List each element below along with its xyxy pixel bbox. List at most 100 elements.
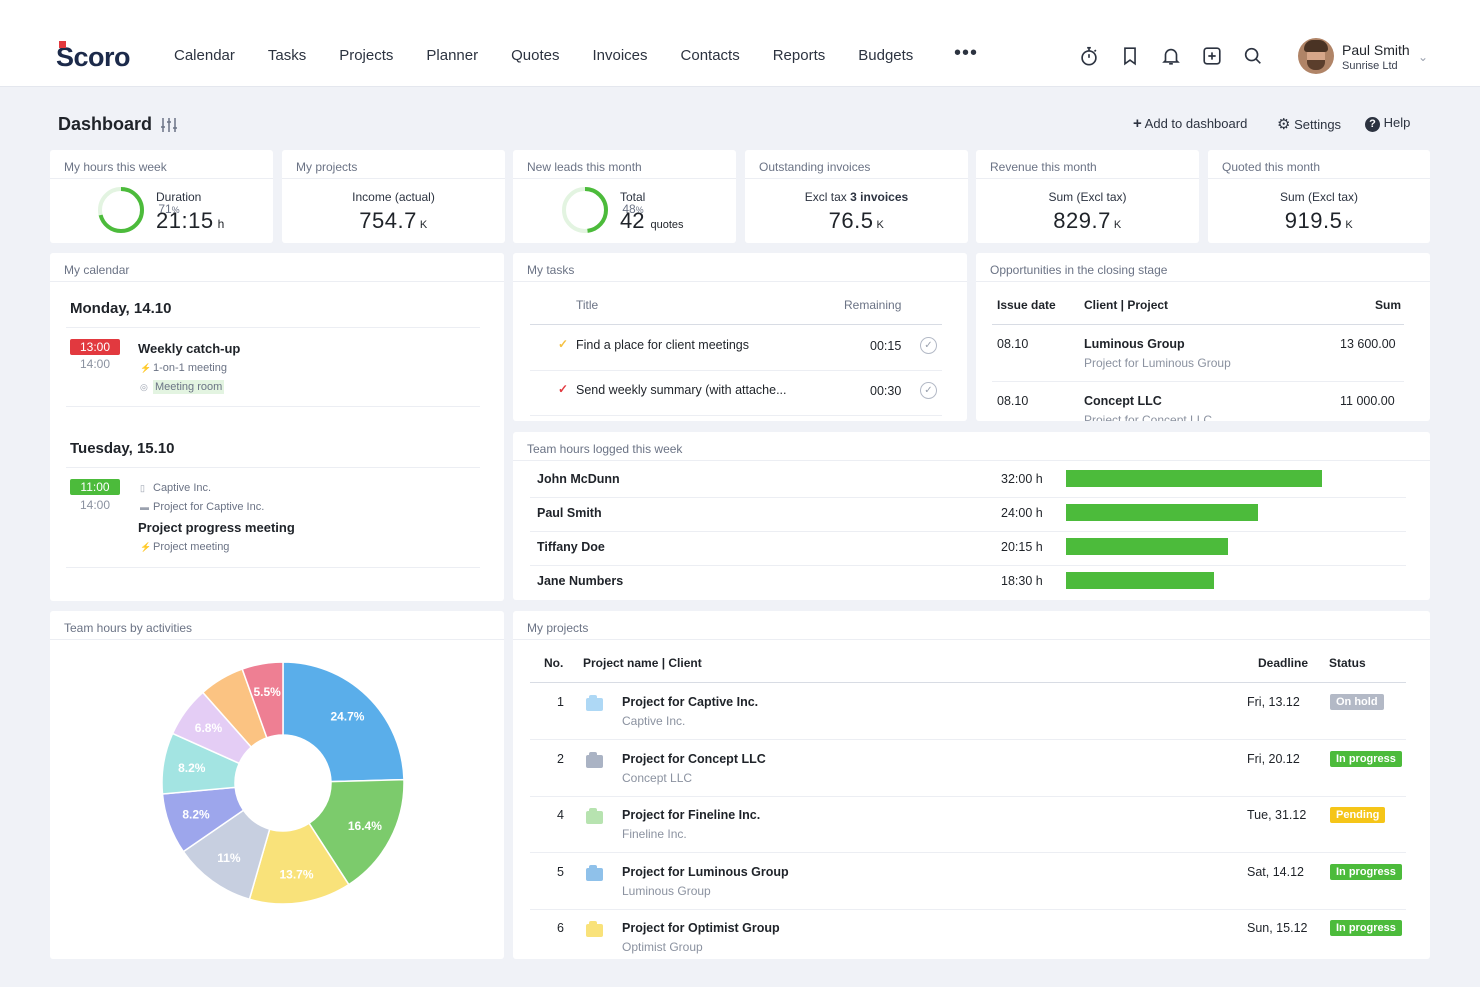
kpi-value-number: 829.7 (1053, 208, 1111, 233)
user-company: Sunrise Ltd (1342, 60, 1398, 72)
avatar[interactable] (1298, 38, 1334, 74)
card-title: My projects (296, 160, 358, 174)
kpi-label: Income (actual) (352, 190, 435, 204)
search-icon[interactable] (1242, 45, 1264, 67)
kpi-card-revenue[interactable]: Revenue this month Sum (Excl tax) 829.7 K (976, 150, 1199, 243)
project-client[interactable]: Concept LLC (622, 770, 693, 785)
column-header-title[interactable]: Title (576, 298, 599, 312)
kpi-value-number: 919.5 (1284, 208, 1343, 233)
calendar-card: My calendar Monday, 14.10 13:00 14:00 We… (50, 253, 504, 601)
donut-slice[interactable] (282, 661, 405, 783)
task-title[interactable]: Find a place for client meetings (576, 338, 750, 352)
event-project: ▬ Project for Captive Inc. (140, 501, 264, 513)
opportunity-project[interactable]: Project for Concept LLC (1084, 413, 1213, 421)
status-badge[interactable]: Pending (1330, 807, 1386, 823)
donut-slice[interactable] (241, 661, 284, 739)
status-badge[interactable]: In progress (1330, 750, 1402, 767)
kpi-value: 42 quotes (620, 208, 684, 234)
event-start-time: 13:00 (70, 339, 120, 355)
kpi-card-hours[interactable]: My hours this week 71% Duration 21:15 h (50, 150, 273, 243)
lightning-icon: ⚡ (140, 542, 152, 552)
event-title[interactable]: Project progress meeting (138, 520, 295, 535)
opportunity-sum: 11 000.00 (1340, 394, 1395, 408)
project-name[interactable]: Project for Concept LLC (622, 751, 766, 766)
kpi-card-quoted[interactable]: Quoted this month Sum (Excl tax) 919.5 K (1208, 150, 1430, 243)
column-header-client-project[interactable]: Client | Project (1084, 298, 1169, 312)
divider (992, 324, 1404, 325)
sliders-icon[interactable] (160, 116, 178, 139)
status-badge[interactable]: On hold (1330, 694, 1384, 710)
project-name[interactable]: Project for Optimist Group (622, 921, 780, 935)
column-header-no[interactable]: No. (544, 656, 564, 670)
nav-item-tasks[interactable]: Tasks (267, 47, 307, 64)
project-client[interactable]: Optimist Group (622, 940, 703, 954)
kpi-value-number: 76.5 (828, 208, 874, 233)
chevron-down-icon[interactable]: ⌄ (1418, 50, 1429, 64)
status-badge[interactable]: In progress (1330, 920, 1402, 936)
team-member-name[interactable]: John McDunn (537, 472, 620, 486)
project-client[interactable]: Fineline Inc. (622, 827, 687, 841)
nav-item-quotes[interactable]: Quotes (511, 47, 560, 64)
team-member-name[interactable]: Tiffany Doe (537, 540, 605, 554)
add-to-dashboard-label: Add to dashboard (1144, 116, 1248, 131)
scoro-logo[interactable]: Scoro (56, 41, 131, 73)
help-button[interactable]: ? Help (1365, 115, 1410, 132)
bookmark-icon[interactable] (1119, 45, 1141, 67)
column-header-deadline[interactable]: Deadline (1258, 656, 1309, 670)
divider (530, 497, 1406, 498)
column-header-project-client[interactable]: Project name | Client (583, 656, 702, 670)
team-member-name[interactable]: Jane Numbers (537, 574, 624, 588)
status-badge[interactable]: In progress (1330, 863, 1402, 880)
donut-slice[interactable] (308, 778, 405, 886)
opportunity-client[interactable]: Concept LLC (1084, 394, 1162, 408)
project-name[interactable]: Project for Fineline Inc. (622, 808, 761, 822)
hours-bar (1066, 470, 1322, 487)
nav-item-contacts[interactable]: Contacts (680, 47, 740, 64)
kpi-card-projects[interactable]: My projects Income (actual) 754.7 K (282, 150, 505, 243)
divider (992, 381, 1404, 382)
complete-task-checkbox[interactable]: ✓ (920, 337, 937, 354)
nav-item-budgets[interactable]: Budgets (858, 47, 914, 64)
opportunity-client[interactable]: Luminous Group (1084, 337, 1185, 351)
folder-icon (586, 695, 603, 711)
stopwatch-icon[interactable] (1078, 45, 1100, 67)
progress-percent-value: 48 (622, 202, 636, 216)
card-title: My hours this week (64, 160, 167, 174)
folder-icon (586, 808, 603, 824)
nav-item-invoices[interactable]: Invoices (592, 47, 648, 64)
bell-icon[interactable] (1160, 45, 1182, 67)
opportunity-project[interactable]: Project for Luminous Group (1084, 356, 1231, 370)
project-name[interactable]: Project for Captive Inc. (622, 695, 759, 709)
user-menu[interactable]: Paul Smith Sunrise Ltd ⌄ (1298, 38, 1448, 78)
project-name[interactable]: Project for Luminous Group (622, 864, 789, 879)
team-member-name[interactable]: Paul Smith (537, 506, 602, 520)
kpi-card-leads[interactable]: New leads this month 48% Total 42 quotes (513, 150, 736, 243)
add-to-dashboard-button[interactable]: + Add to dashboard (1133, 115, 1247, 132)
nav-item-projects[interactable]: Projects (339, 47, 394, 64)
more-menu-button[interactable]: ••• (954, 42, 979, 64)
kpi-value: 76.5 K (745, 208, 968, 234)
settings-button[interactable]: ⚙ Settings (1277, 115, 1341, 133)
nav-item-calendar[interactable]: Calendar (174, 47, 235, 64)
project-client[interactable]: Luminous Group (622, 883, 711, 898)
kpi-card-invoices[interactable]: Outstanding invoices Excl tax 3 invoices… (745, 150, 968, 243)
nav-item-planner[interactable]: Planner (426, 47, 479, 64)
column-header-remaining[interactable]: Remaining (844, 298, 902, 312)
project-client[interactable]: Captive Inc. (622, 714, 686, 728)
add-icon[interactable] (1201, 45, 1223, 67)
briefcase-icon: ▬ (140, 502, 149, 512)
column-header-status[interactable]: Status (1329, 656, 1366, 670)
complete-task-checkbox[interactable]: ✓ (920, 382, 937, 399)
page-title: Dashboard (58, 114, 153, 134)
task-title[interactable]: Send weekly summary (with attache... (576, 383, 787, 397)
column-header-sum[interactable]: Sum (1375, 298, 1402, 312)
kpi-unit: K (876, 219, 885, 231)
event-title[interactable]: Weekly catch-up (138, 341, 241, 356)
nav-item-reports[interactable]: Reports (772, 47, 826, 64)
divider (745, 178, 968, 179)
kpi-value: 829.7 K (976, 208, 1199, 234)
column-header-issue-date[interactable]: Issue date (997, 298, 1056, 312)
kpi-value-number: 754.7 (359, 208, 417, 233)
task-remaining: 00:30 (870, 384, 902, 398)
divider (66, 406, 480, 407)
